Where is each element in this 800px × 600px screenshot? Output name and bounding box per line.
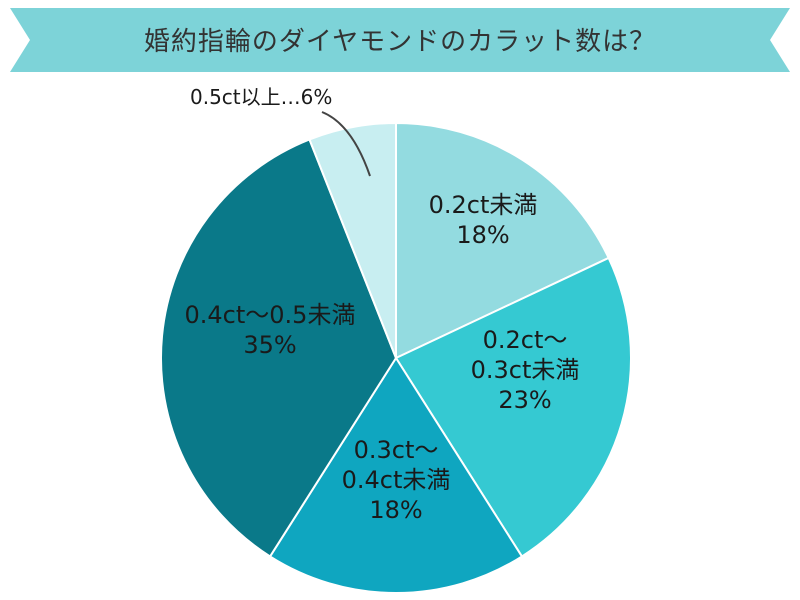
pie-slice-2 [394, 256, 632, 558]
slice-label-3-line-2: 0.4ct未満 [342, 466, 451, 494]
slice-label-2-line-2: 0.3ct未満 [471, 356, 580, 384]
slice-label-1-line-1: 0.2ct未満 [429, 191, 538, 219]
chart-title: 婚約指輪のダイヤモンドのカラット数は？ [144, 27, 656, 57]
pie-slice-1 [395, 121, 610, 360]
pie-slice-3 [268, 356, 524, 594]
slice-label-4-line-2: 35% [243, 331, 296, 359]
slice-label-2-line-3: 23% [498, 386, 551, 414]
callout-group [321, 111, 371, 177]
callout-line [321, 111, 371, 177]
slice-label-3-line-1: 0.3ct〜 [354, 436, 439, 464]
pie-slices [160, 121, 632, 594]
slice-labels: 0.2ct未満18%0.2ct〜0.3ct未満23%0.3ct〜0.4ct未満1… [185, 85, 580, 524]
title-banner-ribbon [10, 8, 790, 72]
pie-slice-4 [160, 138, 398, 558]
slice-label-2-line-1: 0.2ct〜 [483, 326, 568, 354]
slice-label-4-line-1: 0.4ct〜0.5未満 [185, 301, 356, 329]
slice-label-3-line-3: 18% [369, 496, 422, 524]
pie-slice-5 [308, 121, 397, 359]
slice-label-1-line-2: 18% [456, 221, 509, 249]
title-banner: 婚約指輪のダイヤモンドのカラット数は？ [10, 8, 790, 72]
callout-label: 0.5ct以上…6% [190, 85, 332, 109]
